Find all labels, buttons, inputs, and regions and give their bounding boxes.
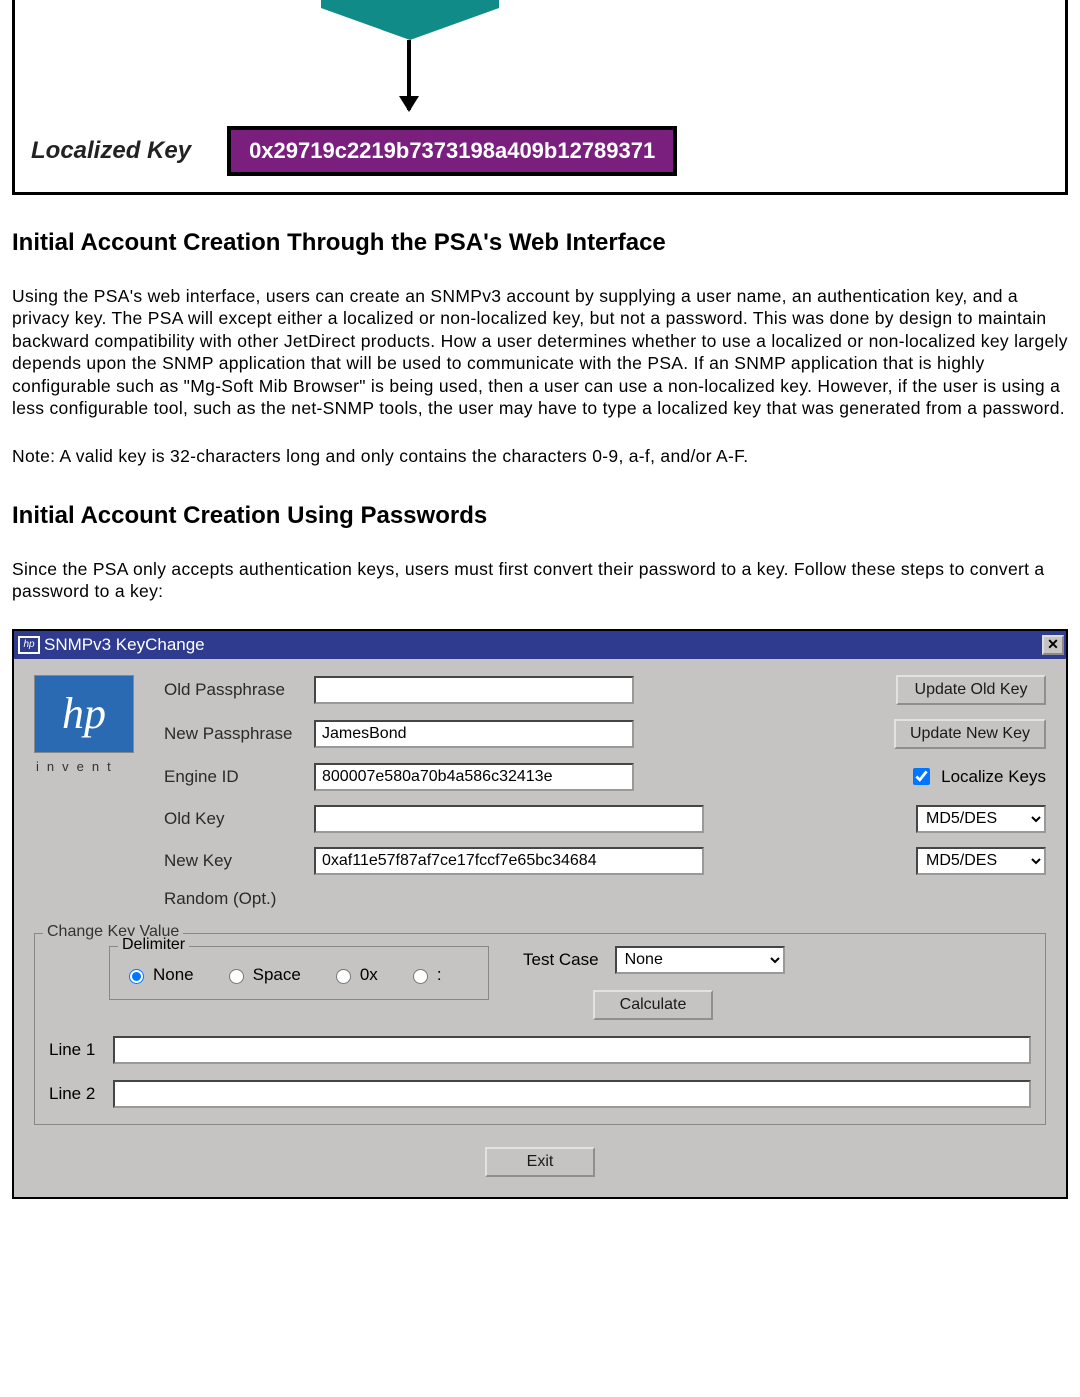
delimiter-space-radio[interactable]: Space — [224, 965, 301, 985]
engine-id-input[interactable] — [314, 763, 634, 791]
delimiter-group: Delimiter None Space 0x : — [109, 946, 489, 1000]
new-passphrase-input[interactable] — [314, 720, 634, 748]
hp-badge-icon: hp — [18, 636, 40, 654]
test-case-label: Test Case — [523, 950, 599, 970]
old-key-label: Old Key — [164, 809, 314, 829]
update-new-key-button[interactable]: Update New Key — [894, 719, 1046, 749]
test-case-select[interactable]: None — [615, 946, 785, 974]
line1-input[interactable] — [113, 1036, 1031, 1064]
old-passphrase-input[interactable] — [314, 676, 634, 704]
delimiter-colon-radio[interactable]: : — [408, 965, 442, 985]
new-key-input[interactable] — [314, 847, 704, 875]
dialog-titlebar: hp SNMPv3 KeyChange ✕ — [14, 631, 1066, 659]
new-key-algo-select[interactable]: MD5/DES — [916, 847, 1046, 875]
change-key-value-group: Change Key Value Delimiter None Space 0x… — [34, 933, 1046, 1125]
logo-column: hp invent — [34, 675, 164, 923]
section1-body: Using the PSA's web interface, users can… — [12, 285, 1068, 419]
close-icon: ✕ — [1047, 636, 1059, 653]
update-old-key-button[interactable]: Update Old Key — [896, 675, 1046, 705]
old-key-algo-select[interactable]: MD5/DES — [916, 805, 1046, 833]
localized-key-row: Localized Key 0x29719c2219b7373198a409b1… — [31, 126, 677, 176]
delimiter-0x-radio[interactable]: 0x — [331, 965, 378, 985]
snmpv3-keychange-dialog: hp SNMPv3 KeyChange ✕ hp invent Old Pass… — [12, 629, 1068, 1199]
engine-id-label: Engine ID — [164, 767, 314, 787]
localize-keys-checkbox[interactable] — [913, 768, 930, 785]
close-button[interactable]: ✕ — [1042, 635, 1064, 655]
new-key-label: New Key — [164, 851, 314, 871]
algorithm-hexagon: Algorithm — [321, 0, 499, 40]
localized-key-label: Localized Key — [31, 137, 191, 165]
line1-label: Line 1 — [49, 1040, 99, 1060]
old-passphrase-label: Old Passphrase — [164, 680, 314, 700]
section2-body: Since the PSA only accepts authenticatio… — [12, 558, 1068, 603]
exit-button[interactable]: Exit — [485, 1147, 595, 1177]
arrow-down-icon — [407, 40, 411, 110]
hp-logo-icon: hp — [34, 675, 134, 753]
dialog-body: hp invent Old Passphrase Update Old Key … — [14, 659, 1066, 1197]
localize-keys-label: Localize Keys — [941, 767, 1046, 787]
section2-heading: Initial Account Creation Using Passwords — [12, 502, 1068, 530]
random-label: Random (Opt.) — [164, 889, 314, 909]
new-passphrase-label: New Passphrase — [164, 724, 314, 744]
key-localization-diagram: Algorithm Localized Key 0x29719c2219b737… — [12, 0, 1068, 195]
localized-key-value: 0x29719c2219b7373198a409b12789371 — [227, 126, 677, 176]
dialog-title: SNMPv3 KeyChange — [44, 635, 1042, 655]
calculate-button[interactable]: Calculate — [593, 990, 713, 1020]
section1-heading: Initial Account Creation Through the PSA… — [12, 229, 1068, 257]
delimiter-none-radio[interactable]: None — [124, 965, 194, 985]
section1-note: Note: A valid key is 32-characters long … — [12, 445, 1068, 467]
line2-input[interactable] — [113, 1080, 1031, 1108]
hp-logo-subtext: invent — [34, 759, 164, 774]
localize-keys-checkbox-wrap[interactable]: Localize Keys — [909, 765, 1046, 788]
line2-label: Line 2 — [49, 1084, 99, 1104]
old-key-input[interactable] — [314, 805, 704, 833]
delimiter-legend: Delimiter — [118, 936, 189, 954]
